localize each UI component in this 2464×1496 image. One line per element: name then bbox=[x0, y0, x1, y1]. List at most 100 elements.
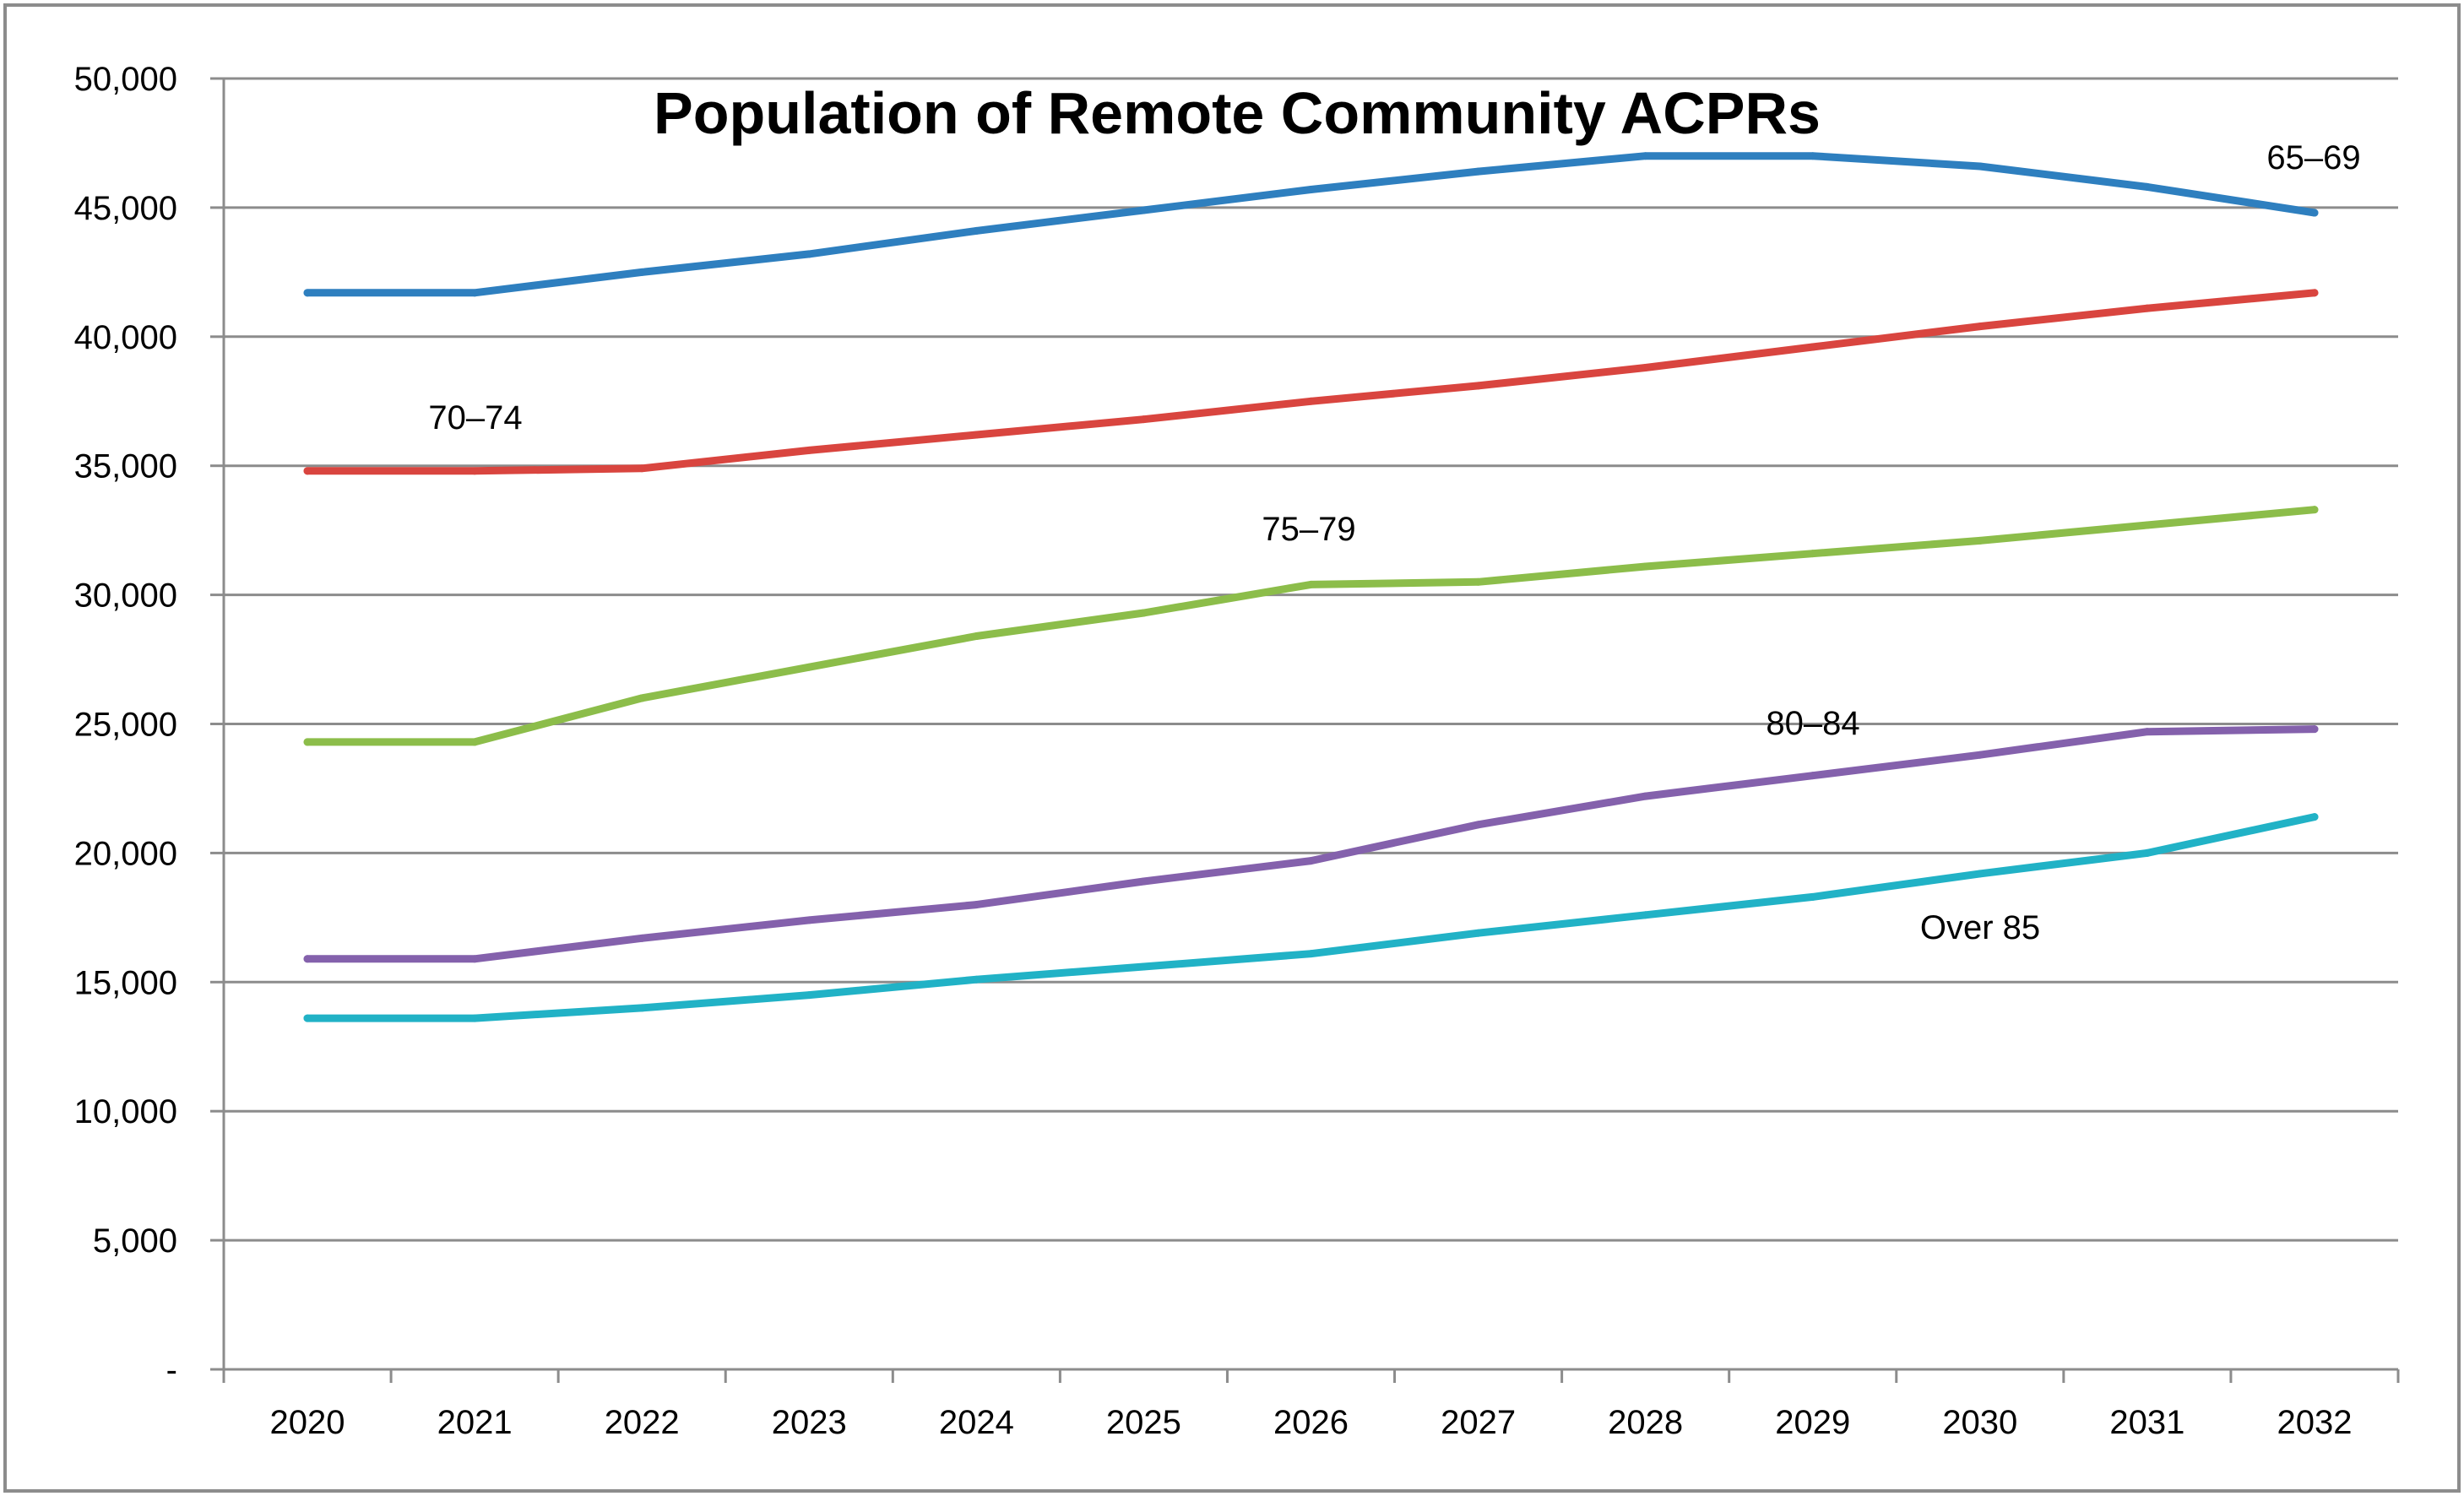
series-label: 70–74 bbox=[428, 399, 522, 436]
y-tick-label: 35,000 bbox=[74, 448, 177, 485]
data-point bbox=[805, 250, 813, 258]
data-point bbox=[1474, 821, 1483, 829]
data-point bbox=[303, 955, 312, 963]
y-tick-label: 50,000 bbox=[74, 61, 177, 98]
x-tick-label: 2025 bbox=[1106, 1404, 1181, 1441]
data-point bbox=[1474, 167, 1483, 176]
data-point bbox=[805, 446, 813, 454]
y-tick-label: 40,000 bbox=[74, 319, 177, 356]
data-point bbox=[1976, 162, 1984, 171]
data-point bbox=[470, 1014, 479, 1022]
x-tick-label: 2020 bbox=[270, 1404, 345, 1441]
data-point bbox=[1976, 870, 1984, 878]
data-point bbox=[1642, 152, 1650, 160]
data-point bbox=[972, 226, 980, 235]
data-point bbox=[972, 632, 980, 641]
data-point bbox=[470, 955, 479, 963]
data-point bbox=[1139, 609, 1148, 617]
data-point bbox=[2143, 304, 2152, 312]
data-point bbox=[1307, 185, 1315, 193]
x-axis-tick-labels: 2020 2021 2022 2023 2024 2025 2026 2027 2028 2029… bbox=[270, 1404, 2353, 1441]
data-point bbox=[1474, 577, 1483, 586]
series-line-1 bbox=[303, 289, 2319, 475]
data-point bbox=[303, 467, 312, 475]
data-point bbox=[470, 738, 479, 746]
data-point bbox=[470, 289, 479, 297]
data-point bbox=[2310, 813, 2319, 821]
data-point bbox=[1642, 363, 1650, 371]
data-point bbox=[1642, 562, 1650, 571]
y-tick-label: 30,000 bbox=[74, 577, 177, 615]
y-tick-label: 45,000 bbox=[74, 190, 177, 227]
data-point bbox=[1809, 550, 1817, 558]
data-point bbox=[2310, 506, 2319, 514]
data-point bbox=[638, 464, 646, 473]
data-point bbox=[805, 663, 813, 671]
series-lines bbox=[303, 152, 2319, 1022]
x-tick-label: 2027 bbox=[1441, 1404, 1516, 1441]
chart-title: Population of Remote Community ACPRs bbox=[654, 80, 1821, 146]
series-labels: 65–69 70–74 75–79 80–84 Over 85 bbox=[428, 139, 2360, 946]
data-point bbox=[2143, 728, 2152, 736]
data-point bbox=[1139, 877, 1148, 886]
data-point bbox=[972, 431, 980, 439]
data-point bbox=[805, 991, 813, 1000]
y-tick-label: 5,000 bbox=[93, 1222, 177, 1260]
x-tick-label: 2021 bbox=[437, 1404, 513, 1441]
data-point bbox=[1307, 397, 1315, 405]
data-point bbox=[303, 738, 312, 746]
data-point bbox=[1139, 415, 1148, 424]
data-point bbox=[2143, 182, 2152, 191]
gridlines bbox=[224, 77, 2398, 1242]
data-point bbox=[1139, 206, 1148, 214]
data-point bbox=[1474, 382, 1483, 390]
data-point bbox=[638, 1004, 646, 1012]
chart-border bbox=[3, 3, 2461, 1493]
data-point bbox=[805, 916, 813, 924]
series-line-0 bbox=[303, 152, 2319, 297]
x-tick-label: 2030 bbox=[1942, 1404, 2017, 1441]
data-point bbox=[1307, 580, 1315, 588]
data-point bbox=[2143, 848, 2152, 857]
data-point bbox=[1976, 323, 1984, 331]
data-point bbox=[2310, 209, 2319, 217]
data-point bbox=[2310, 725, 2319, 734]
x-tick-label: 2028 bbox=[1608, 1404, 1683, 1441]
data-point bbox=[972, 901, 980, 909]
y-tick-label: 20,000 bbox=[74, 835, 177, 872]
x-tick-label: 2022 bbox=[605, 1404, 680, 1441]
data-point bbox=[638, 934, 646, 942]
y-tick-label: 15,000 bbox=[74, 964, 177, 1001]
series-label: 75–79 bbox=[1262, 511, 1355, 548]
data-point bbox=[1642, 792, 1650, 800]
x-tick-label: 2032 bbox=[2277, 1404, 2352, 1441]
data-point bbox=[1139, 962, 1148, 971]
data-point bbox=[1809, 152, 1817, 160]
data-point bbox=[1809, 772, 1817, 780]
y-tick-label: 25,000 bbox=[74, 707, 177, 744]
data-point bbox=[1307, 950, 1315, 958]
data-point bbox=[470, 467, 479, 475]
y-tick-label: 10,000 bbox=[74, 1093, 177, 1130]
series-label: Over 85 bbox=[1920, 909, 2040, 946]
y-tick-label: - bbox=[166, 1352, 177, 1389]
data-point bbox=[1474, 929, 1483, 937]
x-tick-label: 2026 bbox=[1273, 1404, 1349, 1441]
data-point bbox=[1809, 892, 1817, 901]
data-point bbox=[2310, 289, 2319, 297]
data-point bbox=[1307, 857, 1315, 865]
data-point bbox=[1809, 343, 1817, 351]
data-point bbox=[638, 694, 646, 702]
axes bbox=[210, 77, 2400, 1383]
data-point bbox=[972, 975, 980, 984]
data-point bbox=[1642, 911, 1650, 919]
data-point bbox=[2143, 521, 2152, 529]
series-label: 80–84 bbox=[1766, 705, 1859, 742]
data-point bbox=[1976, 751, 1984, 759]
y-axis-tick-labels: - 5,000 10,000 15,000 20,000 25,000 30,000 35,0… bbox=[74, 61, 177, 1389]
series-label: 65–69 bbox=[2266, 139, 2360, 176]
data-point bbox=[303, 289, 312, 297]
x-tick-label: 2023 bbox=[772, 1404, 847, 1441]
